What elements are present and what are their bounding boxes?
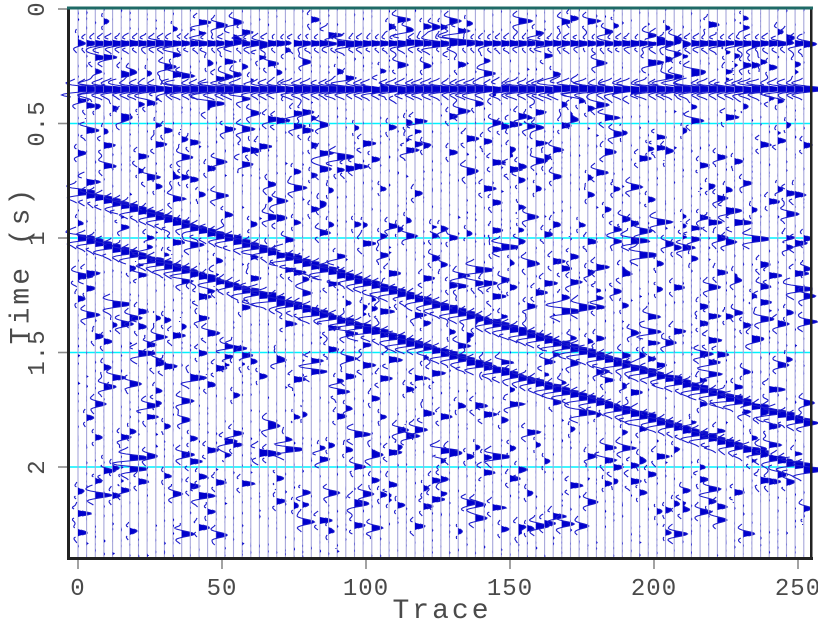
trace-fill bbox=[458, 7, 476, 558]
left-border bbox=[67, 7, 70, 560]
trace-fill bbox=[674, 7, 692, 558]
trace-fill bbox=[760, 7, 778, 558]
trace-fill bbox=[535, 7, 553, 558]
trace-wiggle bbox=[499, 33, 527, 496]
x-tick-label: 0 bbox=[70, 576, 85, 603]
trace-wiggle bbox=[211, 33, 242, 548]
trace-fill bbox=[708, 7, 726, 558]
trace-wiggle bbox=[290, 33, 321, 533]
trace-fill bbox=[302, 7, 320, 558]
trace-wiggle bbox=[672, 33, 701, 520]
trace-wiggle bbox=[454, 14, 485, 512]
trace-fill bbox=[786, 7, 804, 558]
x-tick-label: 50 bbox=[207, 576, 238, 603]
trace-wiggle bbox=[731, 10, 761, 544]
trace-fill bbox=[596, 7, 614, 558]
trace-fill bbox=[103, 7, 121, 558]
trace-fill bbox=[155, 7, 173, 558]
trace-wiggle bbox=[359, 32, 390, 540]
y-tick-label: 0 bbox=[25, 1, 52, 16]
trace-wiggle bbox=[164, 32, 200, 545]
top-border bbox=[67, 6, 813, 10]
y-tick-label: 2 bbox=[25, 459, 52, 474]
trace-fill bbox=[294, 7, 311, 558]
trace-wiggle bbox=[190, 32, 226, 522]
trace-wiggle bbox=[755, 32, 787, 493]
trace-fill bbox=[311, 7, 329, 558]
bottom-border bbox=[67, 557, 813, 560]
x-tick-label: 200 bbox=[631, 576, 677, 603]
x-tick-label: 100 bbox=[343, 576, 389, 603]
trace-wiggle bbox=[617, 33, 648, 496]
trace-wiggle bbox=[131, 32, 165, 557]
y-axis-title: Time (s) bbox=[6, 185, 38, 345]
trace-fill bbox=[423, 7, 441, 558]
trace-fill bbox=[415, 7, 432, 558]
trace-fill bbox=[466, 7, 484, 558]
trace-fill bbox=[224, 7, 242, 558]
trace-fill bbox=[181, 7, 199, 558]
y-tick-label: 1 bbox=[25, 230, 52, 245]
trace-wiggle bbox=[146, 33, 173, 526]
trace-fill bbox=[501, 7, 519, 558]
trace-wiggle bbox=[530, 31, 563, 534]
right-border bbox=[810, 7, 813, 560]
trace-fill bbox=[207, 7, 225, 558]
x-tick-label: 250 bbox=[775, 576, 818, 603]
trace-fill bbox=[587, 7, 605, 558]
trace-wiggle bbox=[461, 33, 493, 529]
x-tick-label: 150 bbox=[487, 576, 533, 603]
trace-wiggle bbox=[330, 32, 364, 459]
trace-wiggle bbox=[481, 33, 511, 518]
trace-wiggle bbox=[99, 32, 131, 555]
y-tick-label: 1.5 bbox=[25, 329, 52, 375]
y-tick-label: 0.5 bbox=[25, 100, 52, 146]
trace-fill bbox=[259, 7, 277, 558]
trace-fill bbox=[276, 7, 294, 558]
trace-wiggle bbox=[515, 32, 546, 538]
trace-fill bbox=[268, 7, 286, 558]
trace-wiggle bbox=[660, 28, 692, 545]
x-axis-title: Trace bbox=[392, 596, 492, 625]
trace-wiggle bbox=[344, 32, 373, 535]
trace-wiggle bbox=[383, 9, 416, 515]
trace-fill bbox=[665, 7, 683, 558]
trace-fill bbox=[682, 7, 700, 558]
trace-wiggle bbox=[644, 27, 675, 521]
trace-wiggle bbox=[572, 11, 606, 512]
